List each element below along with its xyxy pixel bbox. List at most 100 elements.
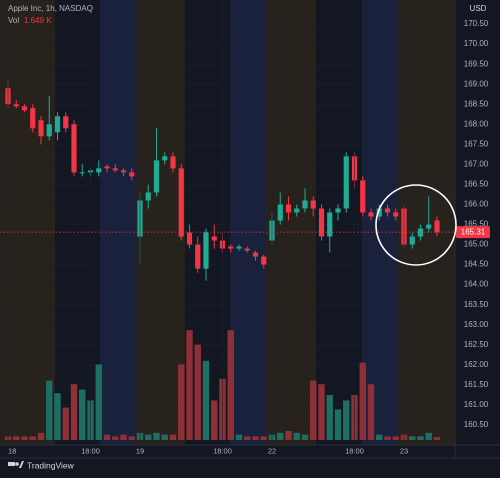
- y-tick-label: 168.50: [464, 99, 489, 108]
- volume-bar: [359, 362, 366, 440]
- volume-bar: [103, 434, 111, 440]
- y-tick-label: 164.00: [464, 280, 489, 289]
- volume-bar: [310, 380, 317, 440]
- candle-body: [153, 160, 160, 193]
- candle-body: [30, 108, 36, 129]
- volume-bar: [285, 431, 292, 440]
- x-tick-label: 19: [136, 446, 144, 455]
- volume-bar: [277, 432, 284, 440]
- candle-body: [384, 208, 391, 213]
- band: [398, 0, 455, 445]
- volume-bar: [417, 436, 424, 440]
- candle-body: [79, 172, 85, 174]
- candle-body: [46, 124, 52, 137]
- volume-bar: [260, 436, 267, 440]
- volume-bar: [252, 436, 259, 440]
- band: [100, 0, 135, 445]
- band: [230, 0, 266, 445]
- y-tick-label: 161.00: [464, 400, 489, 409]
- candle-body: [261, 256, 267, 265]
- candle-body: [409, 236, 415, 245]
- volume-bar: [178, 364, 185, 440]
- x-tick-label: 22: [268, 446, 276, 455]
- y-tick-label: 165.50: [464, 220, 489, 229]
- candle-body: [310, 200, 316, 209]
- y-tick-label: 163.50: [464, 300, 489, 309]
- candle-body: [360, 180, 366, 213]
- y-tick-label: 169.50: [464, 59, 489, 68]
- volume-bar: [376, 434, 383, 440]
- brand-logo: [8, 461, 24, 468]
- volume-bar: [244, 436, 251, 440]
- y-tick-label: 168.00: [464, 119, 489, 128]
- annotation-circle: [375, 184, 457, 266]
- y-tick-label: 167.00: [464, 159, 489, 168]
- logo-shape: [15, 462, 19, 466]
- y-tick-label: 160.50: [464, 420, 489, 429]
- volume-bar: [293, 432, 300, 440]
- y-tick-label: 165.00: [464, 240, 489, 249]
- candle-body: [434, 220, 440, 233]
- band: [135, 0, 185, 445]
- candle-body: [195, 244, 201, 269]
- last-price-label: 165.31: [461, 228, 486, 237]
- x-tick-label: 18: [8, 446, 16, 455]
- volume-bar: [153, 432, 160, 440]
- volume-bar: [202, 360, 210, 440]
- y-tick-label: 164.50: [464, 260, 489, 269]
- y-tick-label: 161.50: [464, 380, 489, 389]
- y-tick-label: 162.50: [464, 340, 489, 349]
- chart-title: Apple Inc, 1h, NASDAQ: [8, 4, 93, 13]
- candle-body: [327, 212, 333, 237]
- candle-body: [302, 200, 308, 209]
- volume-bar: [326, 395, 333, 440]
- candle-body: [96, 168, 102, 173]
- candle-body: [63, 116, 69, 129]
- candle-body: [112, 168, 118, 171]
- y-tick-label: 169.00: [464, 79, 489, 88]
- volume-bar: [128, 436, 135, 440]
- volume-bar: [13, 436, 20, 440]
- volume-bar: [62, 407, 69, 440]
- volume-bar: [425, 432, 432, 440]
- volume-bar: [392, 436, 399, 440]
- volume-bar: [54, 393, 61, 440]
- candle-body: [13, 104, 19, 107]
- candle-body: [211, 236, 217, 241]
- y-tick-label: 163.00: [464, 320, 489, 329]
- volume-bar: [194, 344, 201, 440]
- candle-body: [277, 204, 283, 221]
- volume-bar: [409, 436, 416, 440]
- volume-bar: [186, 330, 193, 440]
- volume-legend-name: Vol: [8, 16, 19, 25]
- volume-bar: [169, 434, 177, 440]
- candle-body: [54, 116, 61, 133]
- candle-body: [21, 106, 28, 111]
- volume-bar: [318, 384, 325, 440]
- y-tick-label: 167.50: [464, 139, 489, 148]
- candle-body: [129, 172, 135, 177]
- volume-bar: [95, 364, 102, 440]
- band: [0, 0, 55, 445]
- volume-bar: [70, 384, 78, 440]
- x-tick-label: 18:00: [81, 446, 100, 455]
- volume-bar: [384, 436, 391, 440]
- candle-body: [162, 156, 168, 161]
- candle-body: [38, 120, 44, 137]
- session-bands: [0, 0, 455, 445]
- candle-body: [228, 246, 234, 249]
- volume-bar: [367, 384, 375, 440]
- candle-body: [186, 232, 193, 245]
- candle-body: [71, 124, 77, 173]
- candle-body: [203, 232, 209, 269]
- volume-bar: [235, 434, 243, 440]
- candle-body: [368, 212, 374, 217]
- candle-body: [244, 248, 250, 251]
- volume-bar: [21, 436, 28, 440]
- band: [362, 0, 398, 445]
- volume-bar: [227, 330, 234, 440]
- candle-body: [426, 224, 432, 229]
- volume-bar: [112, 436, 119, 440]
- logo-shape: [19, 461, 24, 468]
- candle-body: [104, 166, 110, 169]
